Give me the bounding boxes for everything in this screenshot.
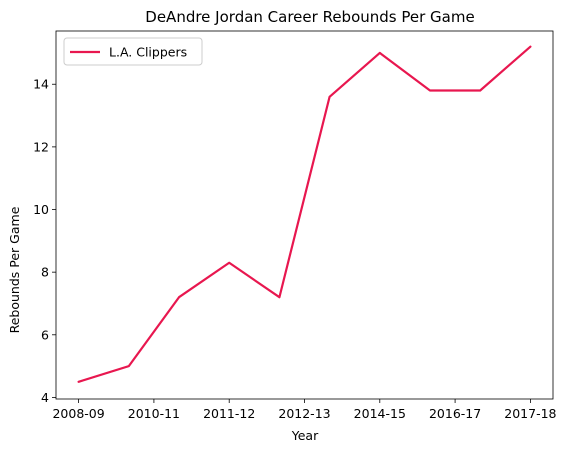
y-axis-label: Rebounds Per Game (7, 206, 22, 333)
y-tick-label: 10 (33, 202, 49, 217)
chart-title: DeAndre Jordan Career Rebounds Per Game (145, 8, 474, 26)
x-tick-label: 2016-17 (429, 406, 481, 421)
series-line (77, 45, 532, 383)
legend-label: L.A. Clippers (109, 45, 187, 60)
x-axis-label: Year (291, 428, 319, 443)
x-tick-label: 2012-13 (278, 406, 330, 421)
y-tick-label: 4 (41, 390, 49, 405)
x-tick-label: 2014-15 (354, 406, 406, 421)
legend-box (63, 37, 203, 66)
x-tick-label: 2008-09 (52, 406, 104, 421)
x-tick-label: 2017-18 (504, 406, 556, 421)
x-tick-label: 2010-11 (128, 406, 180, 421)
x-tick-label: 2011-12 (203, 406, 255, 421)
y-tick-label: 8 (41, 265, 49, 280)
y-tick-label: 6 (41, 327, 49, 342)
y-tick-label: 12 (33, 139, 49, 154)
plot-area: 4 6 8 10 12 14 2008-09 2010-11 2011-12 2012-13 201… (33, 30, 557, 421)
y-tick-label: 14 (33, 77, 49, 92)
axes-frame (55, 30, 554, 400)
